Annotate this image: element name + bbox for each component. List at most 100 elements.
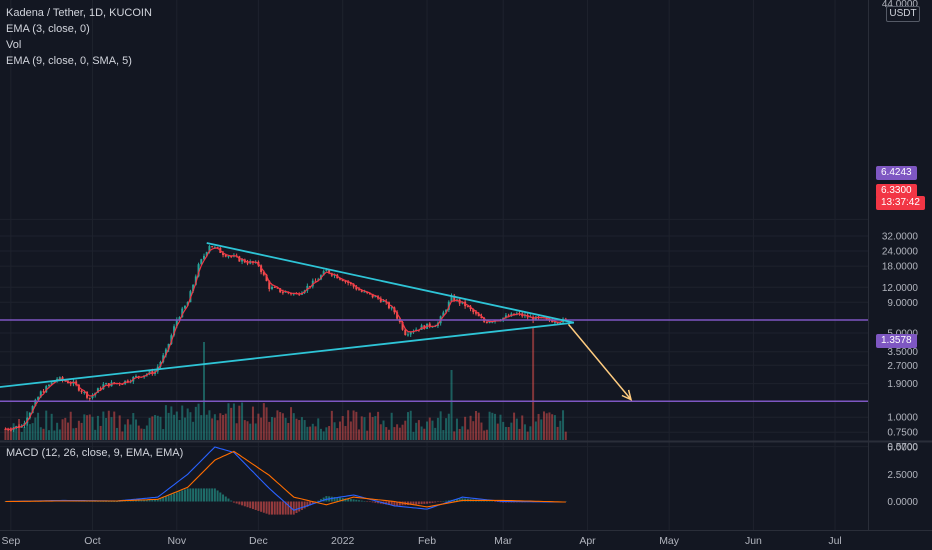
volume-bar: [412, 431, 415, 440]
candle-body: [88, 397, 91, 399]
macd-histogram-bar: [154, 499, 157, 502]
candle-body: [50, 382, 53, 386]
candle-body: [268, 281, 271, 289]
candle-body: [431, 326, 434, 328]
volume-bar: [23, 426, 26, 440]
candle-body: [173, 326, 176, 336]
volume-bar: [243, 420, 246, 440]
price-tick-label: 1.9000: [887, 379, 918, 390]
volume-bar: [238, 405, 241, 440]
macd-histogram-bar: [431, 501, 434, 503]
volume-bar: [113, 411, 116, 440]
volume-bar: [322, 431, 325, 440]
macd-histogram-bar: [366, 501, 369, 502]
candle-body: [485, 321, 488, 323]
macd-histogram-bar: [295, 501, 298, 514]
macd-histogram-bar: [352, 499, 355, 502]
macd-histogram-bar: [483, 500, 486, 502]
volume-bar: [455, 418, 458, 440]
volume-bar: [521, 415, 524, 440]
price-axis[interactable]: 44.0000 32.0000 24.0000 18.0000 12.0000 9.000…: [882, 0, 919, 508]
macd-histogram-bar: [317, 500, 320, 502]
time-tick-label: Jul: [828, 535, 841, 547]
macd-histogram-bar: [235, 501, 238, 504]
volume-bar: [458, 428, 461, 440]
volume-bar: [494, 413, 497, 440]
projection-arrow: [567, 323, 633, 401]
volume-bar: [436, 417, 439, 440]
volume-bar: [534, 421, 537, 440]
candle-body: [379, 298, 382, 302]
symbol-title[interactable]: Kadena / Tether, 1D, KUCOIN: [6, 7, 152, 19]
volume-bar: [431, 420, 434, 440]
macd-histogram-bar: [333, 497, 336, 502]
macd-histogram-bar: [387, 501, 390, 505]
volume-bar: [53, 430, 56, 440]
volume-bar: [428, 417, 431, 440]
volume-bar: [401, 424, 404, 440]
candle-body: [382, 301, 385, 303]
candle-countdown-tag: 13:37:42: [876, 196, 925, 210]
macd-histogram-bar: [175, 492, 178, 502]
volume-bar: [67, 422, 69, 440]
time-axis[interactable]: Sep Oct Nov Dec 2022 Feb Mar Apr May Jun Jul: [2, 535, 842, 547]
volume-bar: [475, 411, 477, 440]
candle-body: [194, 276, 197, 285]
macd-histogram-bar: [303, 501, 306, 509]
volume-bar: [143, 428, 146, 440]
candle-body: [192, 284, 195, 292]
volume-bar: [290, 407, 293, 440]
candlesticks: [4, 245, 567, 432]
last-price-tag: 6.3300: [876, 184, 917, 198]
level-lower-price-tag: 1.3578: [876, 334, 917, 348]
volume-bar: [325, 427, 328, 440]
indicator-volume[interactable]: Vol: [6, 39, 22, 51]
volume-bar: [126, 419, 129, 440]
volume-bar: [532, 328, 535, 440]
indicator-ema-9[interactable]: EMA (9, close, 0, SMA, 5): [6, 55, 132, 67]
macd-histogram-bar: [99, 501, 102, 502]
volume-bar: [349, 421, 352, 440]
candle-body: [241, 259, 244, 262]
volume-bar: [515, 418, 518, 440]
candle-body: [69, 383, 72, 385]
volume-bar: [300, 417, 303, 440]
time-tick-label: Mar: [494, 535, 513, 547]
macd-histogram-bar: [339, 497, 341, 502]
volume-bar: [183, 417, 186, 440]
candle-body: [325, 269, 328, 272]
volume-bar: [420, 426, 423, 440]
candle-body: [453, 295, 456, 301]
macd-histogram-bar: [129, 500, 132, 502]
macd-histogram-bar: [390, 501, 393, 506]
macd-pane: [4, 446, 567, 515]
macd-histogram-bar: [309, 501, 312, 506]
candle-body: [222, 252, 225, 256]
volume-bar: [529, 426, 532, 440]
volume-bar: [523, 424, 526, 440]
macd-histogram-bar: [458, 498, 461, 502]
volume-bar: [445, 418, 448, 440]
volume-bar: [222, 414, 225, 440]
currency-unit-button[interactable]: USDT: [886, 6, 920, 22]
macd-histogram-bar: [232, 501, 235, 503]
indicator-ema-3[interactable]: EMA (3, close, 0): [6, 23, 90, 35]
macd-histogram-bar: [349, 498, 352, 502]
macd-histogram-bar: [442, 501, 445, 502]
macd-histogram-bar: [110, 501, 113, 502]
volume-bar: [42, 428, 45, 440]
volume-bar: [69, 411, 72, 440]
time-tick-label: Dec: [249, 535, 268, 547]
candle-body: [42, 391, 45, 393]
volume-bar: [284, 417, 287, 440]
macd-histogram-bar: [445, 500, 448, 502]
candle-body: [390, 307, 393, 309]
ema-line: [5, 247, 566, 431]
macd-legend[interactable]: MACD (12, 26, close, 9, EMA, EMA): [6, 447, 184, 459]
volume-bar: [336, 428, 339, 440]
candle-body: [37, 397, 40, 400]
volume-bar: [333, 422, 336, 440]
candle-body: [322, 271, 325, 276]
volume-bar: [75, 427, 78, 440]
